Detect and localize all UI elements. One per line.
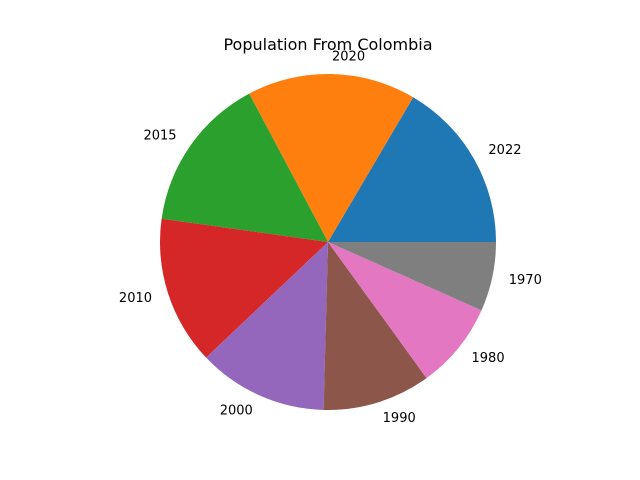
pie-slice-1970	[328, 242, 496, 311]
pie-slice-1980	[328, 242, 482, 379]
pie-label-2010: 2010	[119, 291, 152, 306]
pie-slice-2020	[249, 74, 414, 242]
pie-slice-2015	[161, 93, 328, 242]
pie-labels: 2022 2020 2015 2010 2000 1990 1980 1970	[119, 50, 542, 426]
pie-label-2015: 2015	[143, 129, 176, 144]
pie-label-1970: 1970	[509, 273, 542, 288]
pie-slice-2022	[328, 97, 496, 243]
pie-label-2000: 2000	[220, 403, 253, 418]
pie-slice-2000	[206, 242, 328, 410]
chart-title: Population From Colombia	[223, 35, 432, 54]
pie-label-2022: 2022	[488, 143, 521, 158]
pie-slice-2010	[159, 218, 328, 358]
pie-slice-1990	[323, 242, 427, 410]
pie-label-1990: 1990	[383, 411, 416, 426]
pie-label-2020: 2020	[332, 50, 365, 65]
pie-slices	[159, 74, 496, 410]
pie-label-1980: 1980	[472, 351, 505, 366]
